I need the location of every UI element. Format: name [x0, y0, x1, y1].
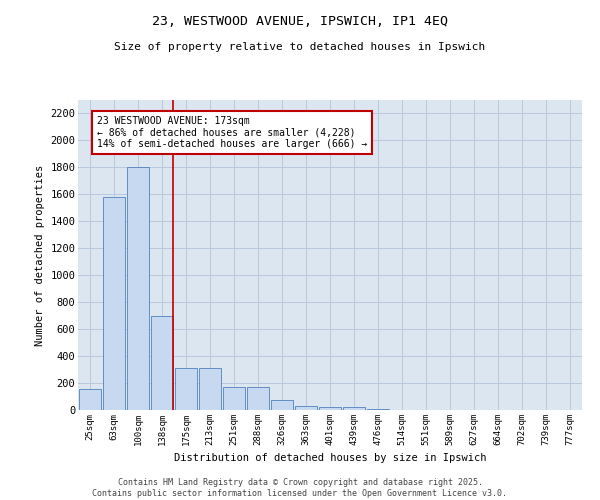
Bar [343, 408, 365, 410]
Bar [247, 387, 269, 410]
Bar [103, 197, 125, 410]
X-axis label: Distribution of detached houses by size in Ipswich: Distribution of detached houses by size … [174, 454, 486, 464]
Text: Size of property relative to detached houses in Ipswich: Size of property relative to detached ho… [115, 42, 485, 52]
Bar [175, 368, 197, 410]
Bar [223, 387, 245, 410]
Bar [295, 406, 317, 410]
Bar [319, 408, 341, 410]
Bar [127, 168, 149, 410]
Text: 23 WESTWOOD AVENUE: 173sqm
← 86% of detached houses are smaller (4,228)
14% of s: 23 WESTWOOD AVENUE: 173sqm ← 86% of deta… [97, 116, 367, 150]
Y-axis label: Number of detached properties: Number of detached properties [35, 164, 44, 346]
Bar [367, 408, 389, 410]
Bar [271, 400, 293, 410]
Bar [79, 389, 101, 410]
Text: 23, WESTWOOD AVENUE, IPSWICH, IP1 4EQ: 23, WESTWOOD AVENUE, IPSWICH, IP1 4EQ [152, 15, 448, 28]
Text: Contains HM Land Registry data © Crown copyright and database right 2025.
Contai: Contains HM Land Registry data © Crown c… [92, 478, 508, 498]
Bar [199, 368, 221, 410]
Bar [151, 316, 173, 410]
